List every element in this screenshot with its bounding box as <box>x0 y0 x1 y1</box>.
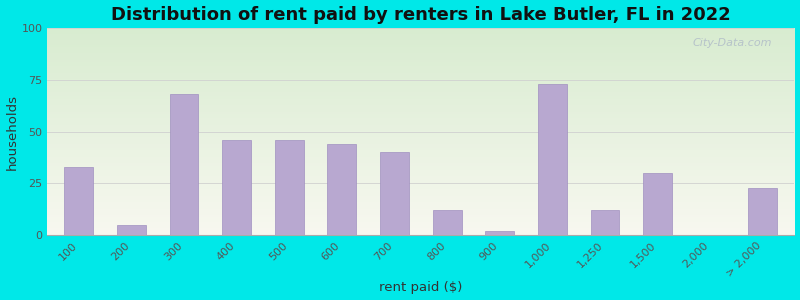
Bar <box>274 140 304 236</box>
Title: Distribution of rent paid by renters in Lake Butler, FL in 2022: Distribution of rent paid by renters in … <box>111 6 730 24</box>
Bar <box>380 152 409 236</box>
Bar <box>486 231 514 236</box>
Bar <box>117 225 146 236</box>
Bar <box>327 144 356 236</box>
X-axis label: rent paid ($): rent paid ($) <box>379 281 462 294</box>
Bar <box>643 173 672 236</box>
Bar <box>64 167 94 236</box>
Bar <box>748 188 778 236</box>
Y-axis label: households: households <box>6 94 18 169</box>
Bar <box>222 140 251 236</box>
Text: City-Data.com: City-Data.com <box>693 38 772 48</box>
Bar <box>170 94 198 236</box>
Bar <box>538 84 567 236</box>
Bar <box>590 211 619 236</box>
Bar <box>433 211 462 236</box>
